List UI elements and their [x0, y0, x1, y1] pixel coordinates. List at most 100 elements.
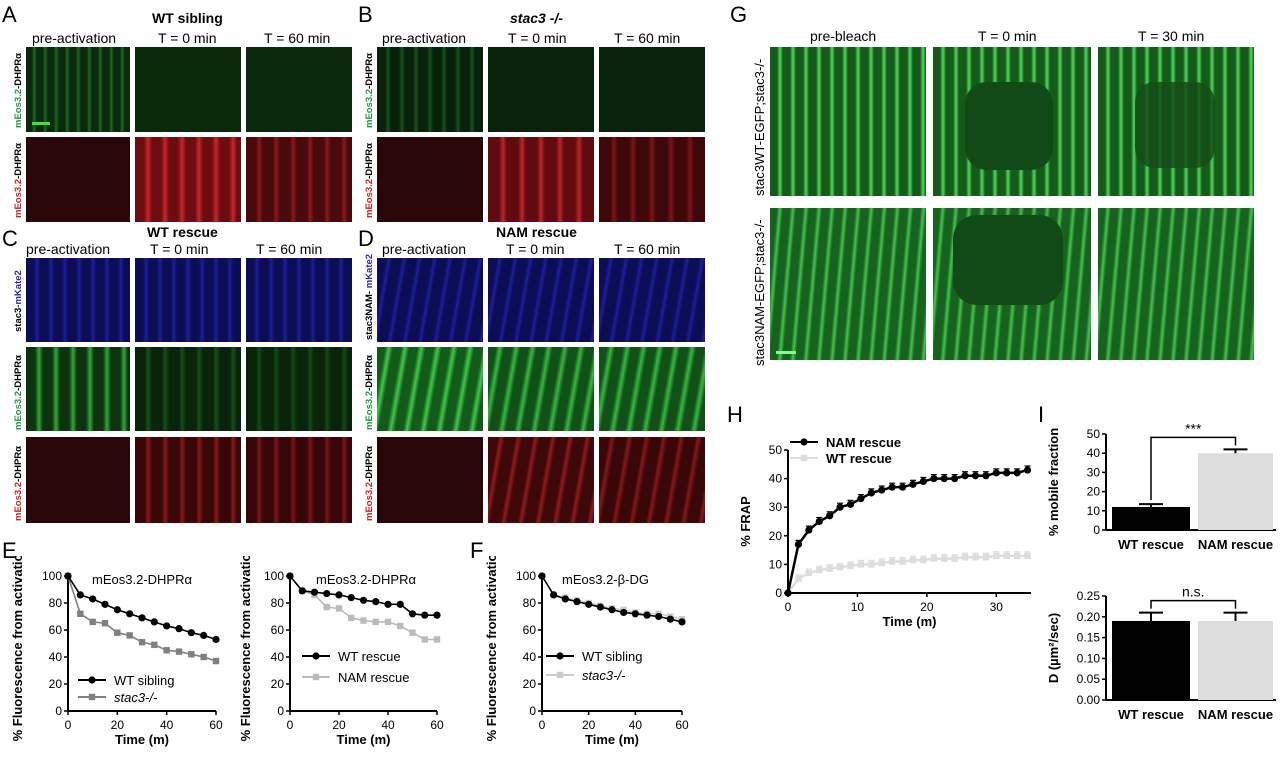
x-tick-label: WT rescue	[1118, 707, 1184, 722]
panel-label-b: B	[358, 2, 373, 27]
data-point	[397, 622, 404, 630]
panel-label-g: G	[730, 2, 748, 27]
data-point	[805, 569, 813, 577]
data-point	[323, 589, 331, 598]
x-tick-label: 0	[785, 600, 792, 614]
panel-d-red-t60	[599, 437, 705, 523]
panel-a-red-t60	[246, 137, 352, 222]
data-point	[847, 562, 854, 570]
data-point	[372, 598, 380, 606]
data-point	[150, 618, 158, 626]
data-point	[187, 629, 195, 637]
data-point	[101, 620, 109, 627]
y-tick-label: 40	[271, 650, 285, 664]
y-tick-label: 0.05	[1077, 672, 1101, 686]
y-axis-title: % Fluorescence from activation	[10, 556, 25, 741]
panel-d-row-2-label: mEos3.2-DHPRα	[364, 355, 375, 430]
chart-annotation: mEos3.2-β-DG	[562, 572, 649, 587]
y-tick-label: 50	[1087, 427, 1101, 441]
data-point	[286, 572, 294, 580]
panel-c-col-3: T = 60 min	[256, 241, 323, 257]
chart-annotation: mEos3.2-DHPRα	[92, 572, 192, 587]
panel-c-blue-t0	[135, 258, 241, 342]
y-tick-label: 60	[49, 623, 63, 637]
y-tick-label: 100	[42, 569, 62, 583]
panel-c-row-2-label: mEos3.2-DHPRα	[13, 355, 24, 430]
panel-c-title: WT rescue	[147, 224, 218, 240]
chart-h: 0 10 20 30 40 50 0 10 20 30 Time (m) % FRAP NAM resc…	[738, 435, 1032, 629]
x-tick-label: 60	[209, 718, 223, 732]
panel-c-red-pre	[26, 437, 130, 523]
data-point	[868, 561, 875, 568]
panel-d-row-1-label: stac3NAM- mKate2	[364, 253, 375, 340]
data-point	[878, 486, 886, 494]
y-tick-label: 60	[271, 623, 285, 637]
data-point	[323, 603, 330, 611]
significance-bracket	[1150, 436, 1237, 501]
data-point	[666, 615, 674, 623]
y-tick-label: 60	[523, 623, 537, 637]
y-tick-label: 0	[55, 704, 62, 718]
y-tick-label: 0	[529, 704, 536, 718]
data-point	[89, 595, 97, 603]
data-point	[585, 600, 593, 608]
data-point	[175, 625, 183, 633]
data-point	[982, 472, 990, 480]
panel-d-green-pre	[377, 347, 483, 431]
panel-b-red-t60	[599, 137, 705, 222]
panel-c-row-3-label: mEos3.2-DHPRα	[13, 446, 24, 521]
panel-b-green-t60	[599, 47, 705, 132]
data-point	[298, 587, 306, 595]
data-point	[920, 556, 927, 564]
panel-c-blue-pre	[26, 258, 130, 342]
legend-label: WT sibling	[114, 673, 174, 688]
data-point	[101, 600, 109, 608]
y-tick-label: 0	[775, 586, 782, 600]
legend-label: NAM rescue	[338, 670, 410, 685]
panel-d-row-3-label: mEos3.2-DHPRα	[364, 446, 375, 521]
data-point	[310, 588, 319, 596]
y-tick-label: 40	[523, 650, 537, 664]
x-tick-label: WT rescue	[1118, 537, 1184, 552]
chart-i1: 0 10 20 30 40 50 WT rescue NAM rescue *** % mobil…	[1046, 420, 1276, 552]
panel-b-row-1-label: mEos3.2-DHPRα	[364, 53, 375, 128]
panel-a-row-2-label: mEos3.2-DHPRα	[13, 143, 24, 218]
bar	[1112, 620, 1190, 700]
chart-e2: 0 20 40 60 80 100 0 20 40 60 Time (m) % Fluorescenc…	[240, 556, 444, 747]
y-tick-label: 0.15	[1077, 631, 1101, 645]
y-tick-label: 80	[523, 596, 537, 610]
data-point	[951, 555, 958, 562]
data-point	[982, 554, 990, 561]
legend-marker	[556, 671, 564, 679]
legend-label: WT rescue	[826, 451, 892, 466]
y-tick-label: 10	[769, 557, 783, 571]
data-point	[940, 475, 948, 483]
significance-label: n.s.	[1182, 584, 1205, 600]
panel-d-title: NAM rescue	[496, 224, 577, 240]
series-line-1	[786, 554, 1028, 594]
panel-b-red-pre	[377, 137, 483, 222]
panel-b-col-2: T = 0 min	[508, 30, 567, 46]
y-tick-label: 100	[264, 569, 284, 583]
bar	[1198, 620, 1273, 700]
legend-label: WT sibling	[582, 649, 642, 664]
panel-b-green-pre	[377, 47, 483, 132]
data-point	[163, 622, 171, 630]
panel-label-f: F	[470, 538, 484, 563]
data-point	[898, 483, 907, 491]
panel-d-green-t0	[488, 347, 594, 431]
y-tick-label: 10	[1087, 504, 1101, 518]
data-point	[550, 591, 558, 599]
bar	[1112, 506, 1190, 530]
data-point	[795, 575, 802, 582]
y-tick-label: 0	[277, 704, 284, 718]
data-point	[1003, 469, 1011, 477]
panel-c-green-t0	[135, 347, 241, 431]
panel-d-col-1: pre-activation	[382, 241, 467, 257]
data-point	[794, 540, 803, 548]
panel-a-green-t0	[135, 47, 241, 132]
data-point	[175, 648, 183, 655]
panel-c-green-t60	[246, 347, 352, 431]
data-point	[899, 558, 906, 565]
panel-g-col-1: pre-bleach	[810, 28, 877, 44]
